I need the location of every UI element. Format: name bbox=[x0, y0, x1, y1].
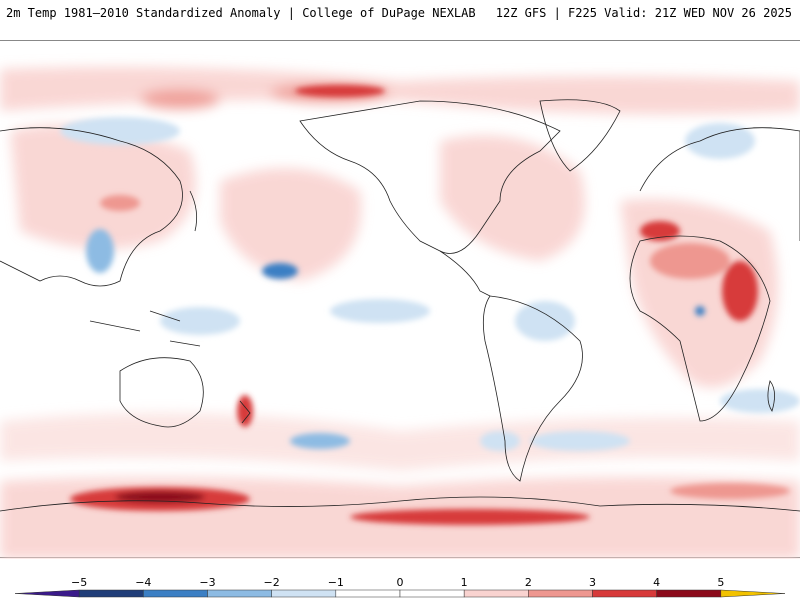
color-scale-bar bbox=[14, 589, 786, 598]
colorbar-segment bbox=[528, 589, 593, 598]
colorbar-segment bbox=[592, 589, 657, 598]
coastlines bbox=[0, 99, 800, 512]
anomaly-shading bbox=[0, 66, 800, 559]
colorbar-segment bbox=[143, 589, 208, 598]
map-title: 2m Temp 1981–2010 Standardized Anomaly |… bbox=[6, 6, 476, 20]
colorbar-segment bbox=[207, 589, 272, 598]
colorbar-segment bbox=[656, 589, 722, 598]
colorbar-segment bbox=[463, 589, 529, 598]
model-valid-time: 12Z GFS | F225 Valid: 21Z WED NOV 26 202… bbox=[495, 6, 792, 20]
colorbar-segment bbox=[335, 589, 401, 598]
colorbar-tick-label: −3 bbox=[199, 576, 216, 589]
map-svg bbox=[0, 66, 800, 559]
colorbar-tick-label: −1 bbox=[327, 576, 344, 589]
colorbar-segment bbox=[720, 589, 786, 598]
colorbar-segment bbox=[271, 589, 337, 598]
colorbar-segment bbox=[14, 589, 80, 598]
anomaly-map bbox=[0, 40, 800, 559]
colorbar-segment bbox=[399, 589, 465, 598]
colorbar-tick-label: 5 bbox=[717, 576, 725, 589]
colorbar-tick-label: 1 bbox=[460, 576, 468, 589]
colorbar-tick-label: −5 bbox=[71, 576, 88, 589]
colorbar-segment bbox=[78, 589, 144, 598]
colorbar-tick-label: 0 bbox=[396, 576, 404, 589]
colorbar-tick-label: 3 bbox=[589, 576, 596, 589]
colorbar-tick-label: 2 bbox=[524, 576, 532, 589]
colorbar-tick-label: 4 bbox=[653, 576, 661, 589]
colorbar-tick-label: −4 bbox=[135, 576, 152, 589]
colorbar-tick-label: −2 bbox=[263, 576, 280, 589]
